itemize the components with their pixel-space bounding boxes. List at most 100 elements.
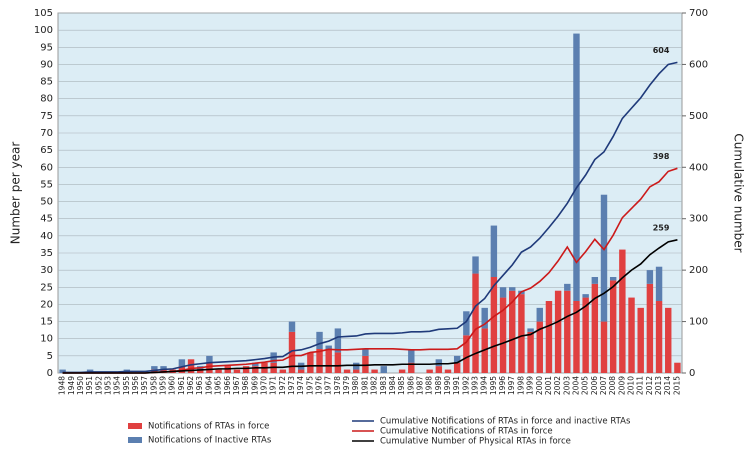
bar <box>600 194 608 322</box>
legend-label: Notifications of Inactive RTAs <box>148 436 272 446</box>
y2-tick-label: 400 <box>689 162 708 173</box>
legend-label: Cumulative Notifications of RTAs in forc… <box>380 427 553 437</box>
x-tick-label: 1975 <box>305 376 314 395</box>
y-tick-label: 30 <box>40 265 53 276</box>
bar <box>316 349 323 373</box>
line <box>62 61 678 374</box>
bar <box>453 362 461 373</box>
x-tick-label: 1950 <box>76 376 85 395</box>
y-tick-label: 60 <box>40 162 53 173</box>
bar <box>435 359 443 367</box>
x-tick-label: 2003 <box>562 376 571 395</box>
legend-swatch <box>128 423 142 429</box>
bar <box>490 225 498 277</box>
x-tick-label: 1990 <box>443 376 452 395</box>
end-label: 398 <box>653 152 670 161</box>
x-tick-label: 1969 <box>250 376 259 395</box>
bar <box>646 270 654 284</box>
x-tick-label: 1991 <box>452 376 461 395</box>
bar <box>609 280 617 373</box>
bar <box>187 359 195 373</box>
bar <box>160 366 167 370</box>
bar <box>591 283 599 373</box>
bar <box>463 311 470 336</box>
bar <box>564 283 571 291</box>
bar <box>252 362 259 367</box>
x-tick-label: 2001 <box>544 376 553 395</box>
bar <box>297 369 305 373</box>
legend-swatch <box>128 437 142 443</box>
bar <box>518 294 525 373</box>
y2-tick-label: 100 <box>689 317 708 328</box>
x-tick-label: 1985 <box>397 376 406 395</box>
bar <box>472 273 479 373</box>
y2-tick-label: 0 <box>689 368 695 379</box>
x-tick-label: 1983 <box>379 376 388 395</box>
bar <box>316 331 323 349</box>
x-tick-label: 1986 <box>406 376 415 395</box>
bar <box>665 307 672 373</box>
y-tick-label: 70 <box>40 128 53 139</box>
legend-label: Cumulative Number of Physical RTAs in fo… <box>380 437 571 447</box>
x-tick-label: 1980 <box>351 376 360 395</box>
bar <box>206 355 213 363</box>
x-tick-label: 1965 <box>214 376 223 395</box>
bar <box>527 331 534 373</box>
bar <box>509 290 516 373</box>
bar <box>215 369 222 373</box>
legend-label: Notifications of RTAs in force <box>148 422 269 432</box>
bar <box>325 345 332 349</box>
bar <box>582 297 589 373</box>
x-tick-label: 1992 <box>461 376 470 395</box>
bar <box>573 301 580 373</box>
x-tick-label: 2015 <box>672 376 681 395</box>
x-tick-label: 2006 <box>590 376 599 395</box>
x-tick-label: 1955 <box>122 376 131 395</box>
bar <box>573 33 580 301</box>
x-tick-label: 1996 <box>498 376 507 395</box>
y-tick-label: 80 <box>40 94 53 105</box>
bar <box>206 362 213 373</box>
x-tick-label: 1957 <box>140 376 149 395</box>
x-tick-label: 1972 <box>278 376 287 395</box>
bar <box>334 352 342 373</box>
bar <box>426 369 433 373</box>
x-tick-label: 1988 <box>425 376 434 395</box>
bar <box>655 266 663 301</box>
y-tick-label: 5 <box>47 351 53 362</box>
x-tick-label: 1995 <box>489 376 498 395</box>
y-tick-label: 0 <box>47 368 53 379</box>
bar <box>233 369 241 373</box>
x-tick-label: 1974 <box>296 376 305 395</box>
x-tick-label: 1959 <box>159 376 168 395</box>
bar <box>242 366 250 373</box>
bar <box>59 369 66 373</box>
x-tick-label: 1951 <box>85 376 94 395</box>
x-tick-label: 1978 <box>333 376 342 395</box>
end-label: 604 <box>653 46 670 55</box>
bar <box>178 359 186 367</box>
x-tick-label: 2007 <box>599 376 608 395</box>
bar <box>619 249 626 373</box>
x-tick-label: 1979 <box>342 376 351 395</box>
y-tick-label: 10 <box>40 334 53 345</box>
x-tick-label: 1960 <box>168 376 177 395</box>
bar <box>279 369 287 373</box>
y-tick-label: 35 <box>40 248 53 259</box>
bar <box>499 297 507 373</box>
y-tick-label: 105 <box>34 8 53 19</box>
bar <box>307 352 314 373</box>
x-tick-label: 2004 <box>571 376 580 395</box>
bar <box>536 307 543 322</box>
bar <box>371 369 378 373</box>
legend-label: Cumulative Notifications of RTAs in forc… <box>380 417 631 427</box>
bar <box>655 301 663 373</box>
bar <box>536 321 543 373</box>
x-tick-label: 2011 <box>636 376 645 395</box>
x-tick-label: 2002 <box>553 376 562 395</box>
bar <box>554 290 562 373</box>
x-tick-label: 1954 <box>113 376 122 395</box>
x-tick-label: 1948 <box>58 376 67 395</box>
x-tick-label: 1989 <box>434 376 443 395</box>
